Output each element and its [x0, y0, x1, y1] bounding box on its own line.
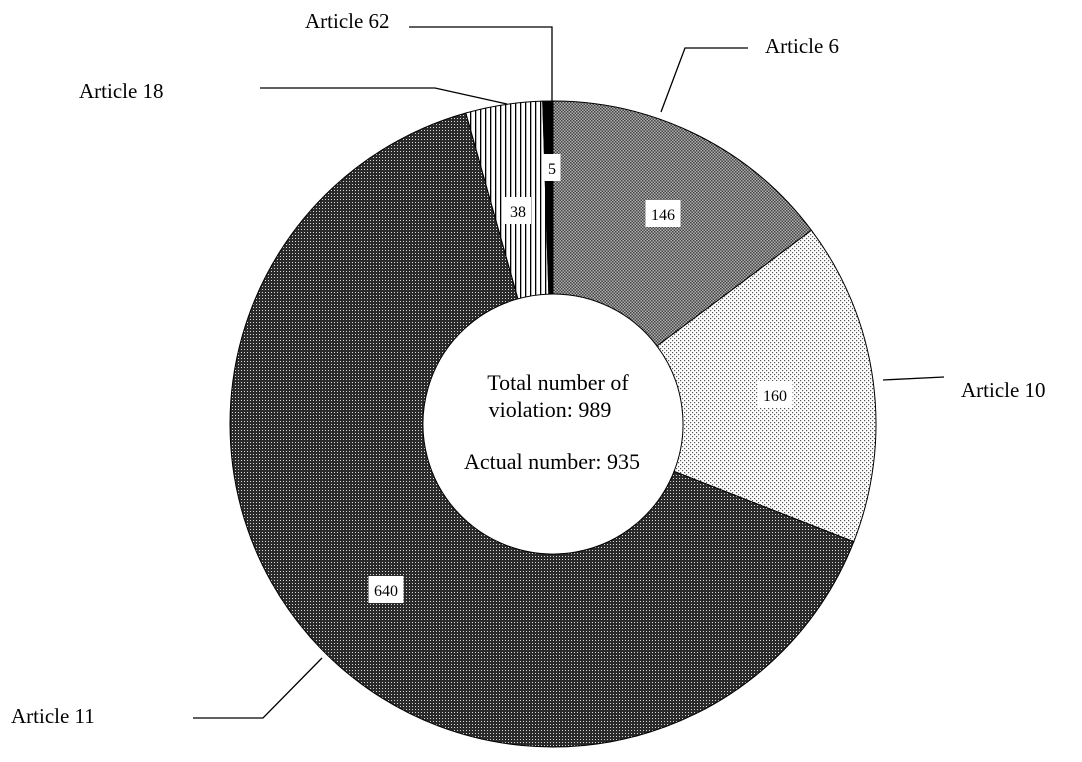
label-article-11: Article 11	[11, 704, 95, 728]
data-label-article-62: 5	[543, 154, 561, 181]
category-labels: Article 62 Article 6 Article 10 Article …	[11, 9, 1046, 728]
center-text: Total number of violation: 989 Actual nu…	[464, 370, 640, 474]
data-label-box-article-6	[645, 200, 681, 227]
slice-article-62	[542, 100, 554, 295]
data-label-article-18: 38	[505, 197, 531, 224]
leader-line-article-6	[660, 47, 748, 113]
data-label-text-article-11: 640	[374, 583, 398, 600]
data-label-box-article-18	[505, 197, 531, 224]
data-label-box-article-10	[757, 381, 793, 408]
data-label-box-article-11	[368, 576, 404, 603]
data-label-text-article-6: 146	[651, 207, 675, 224]
leader-line-article-11	[193, 657, 323, 719]
donut-slices	[229, 100, 877, 748]
data-label-article-10: 160	[757, 381, 793, 408]
label-article-6: Article 6	[765, 34, 839, 58]
data-label-article-11: 640	[368, 576, 404, 603]
label-article-62: Article 62	[305, 9, 390, 33]
center-text-line-1: Total number of	[487, 370, 629, 395]
leader-line-article-62	[409, 26, 553, 102]
data-label-box-article-62	[543, 154, 561, 181]
center-text-line-2: violation: 989	[489, 397, 612, 422]
data-label-text-article-10: 160	[763, 388, 787, 405]
leader-lines	[193, 26, 945, 719]
value-labels: 146 160 640 38 5	[368, 154, 793, 603]
leader-line-article-18	[260, 87, 508, 105]
slice-article-6	[552, 100, 813, 347]
center-text-line-3: Actual number: 935	[464, 449, 640, 474]
data-label-text-article-62: 5	[548, 161, 556, 178]
data-label-text-article-18: 38	[510, 204, 526, 221]
data-label-article-6: 146	[645, 200, 681, 227]
label-article-10: Article 10	[961, 378, 1046, 402]
label-article-18: Article 18	[79, 79, 164, 103]
leader-line-article-10	[882, 376, 945, 381]
